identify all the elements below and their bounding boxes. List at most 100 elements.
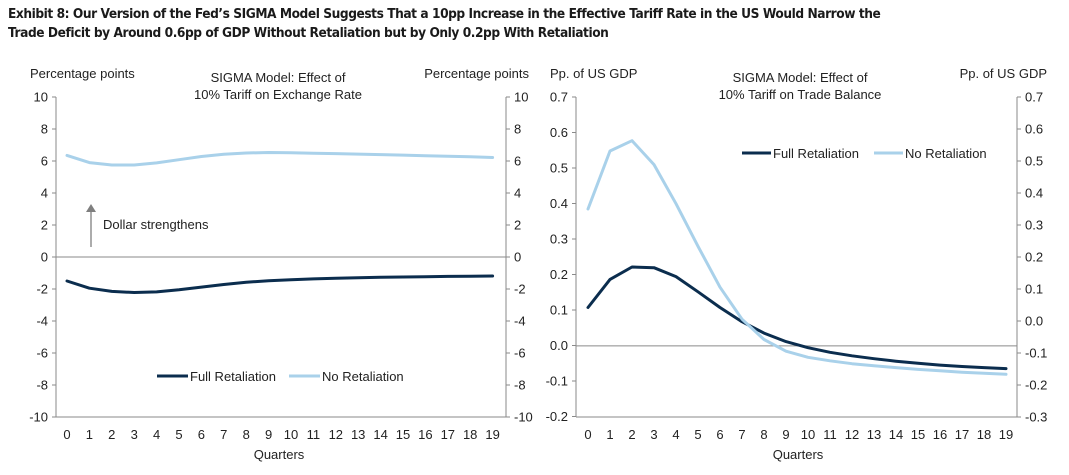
chart1-x-tick-label: 3 bbox=[131, 427, 138, 442]
chart1-right-tick-label: 10 bbox=[514, 90, 528, 105]
chart2-right-tick-label: 0.7 bbox=[1025, 90, 1043, 105]
chart2-axes bbox=[572, 96, 1021, 418]
chart2-x-tick-label: 1 bbox=[606, 427, 613, 442]
chart1-ylabel-left: Percentage points bbox=[30, 66, 135, 81]
chart2-left-tick-label: 0.0 bbox=[550, 338, 568, 353]
chart1-x-tick-label: 2 bbox=[108, 427, 115, 442]
chart1-left-tick-label: 0 bbox=[41, 250, 48, 265]
chart2-ylabel-right: Pp. of US GDP bbox=[960, 66, 1047, 81]
chart1-ylabel-right: Percentage points bbox=[424, 66, 529, 81]
chart1-x-tick-label: 11 bbox=[307, 427, 321, 442]
chart2-series-no-retaliation bbox=[586, 139, 1008, 376]
exhibit-title-line2: Trade Deficit by Around 0.6pp of GDP Wit… bbox=[8, 25, 609, 41]
chart1-left-tick-label: -10 bbox=[29, 410, 48, 425]
chart2-x-tick-label: 4 bbox=[672, 427, 679, 442]
chart2-right-tick-label: 0.1 bbox=[1025, 282, 1043, 297]
chart2-left-tick-label: 0.1 bbox=[550, 303, 568, 318]
chart1-x-tick-label: 7 bbox=[220, 427, 227, 442]
dollar-strengthens-annotation: Dollar strengthens bbox=[86, 204, 209, 247]
chart2-series-full-retaliation bbox=[586, 265, 1008, 371]
chart1-legend: Full Retaliation No Retaliation bbox=[157, 369, 404, 384]
chart1-x-tick-label: 17 bbox=[441, 427, 455, 442]
chart1-left-tick-label: 10 bbox=[34, 90, 48, 105]
chart2-title-line1: SIGMA Model: Effect of bbox=[733, 70, 868, 85]
chart1-axes bbox=[52, 96, 510, 418]
chart2-ylabel-left: Pp. of US GDP bbox=[550, 66, 637, 81]
chart1-legend-no-label: No Retaliation bbox=[322, 369, 404, 384]
chart1-x-tick-label: 18 bbox=[463, 427, 477, 442]
chart2-left-tick-label: 0.3 bbox=[550, 232, 568, 247]
chart1-x-tick-label: 12 bbox=[329, 427, 343, 442]
chart2-left-tick-label: 0.7 bbox=[550, 90, 568, 105]
chart2-right-tick-label: -0.2 bbox=[1025, 378, 1047, 393]
chart1-right-tick-label: -10 bbox=[514, 410, 533, 425]
chart2-right-tick-label: 0.2 bbox=[1025, 250, 1043, 265]
exchange-rate-chart: Percentage points Percentage points SIGM… bbox=[29, 66, 533, 462]
chart2-x-tick-label: 9 bbox=[782, 427, 789, 442]
chart1-right-tick-label: 4 bbox=[514, 186, 521, 201]
chart1-x-tick-label: 10 bbox=[284, 427, 298, 442]
chart1-right-tick-label: 8 bbox=[514, 122, 521, 137]
chart2-left-tick-label: 0.5 bbox=[550, 161, 568, 176]
chart2-x-tick-label: 0 bbox=[584, 427, 591, 442]
chart2-x-tick-label: 14 bbox=[889, 427, 903, 442]
chart2-right-tick-label: 0.4 bbox=[1025, 186, 1043, 201]
chart2-x-tick-label: 19 bbox=[999, 427, 1013, 442]
chart2-left-tick-label: -0.1 bbox=[546, 374, 568, 389]
chart1-right-tick-label: 0 bbox=[514, 250, 521, 265]
chart2-x-tick-label: 15 bbox=[911, 427, 925, 442]
chart2-tick-labels: 0.7 0.6 0.5 0.4 0.3 0.2 0.1 0.0 -0.1 -0.2 0.7 0.6 0.… bbox=[546, 90, 1048, 443]
chart1-right-tick-label: 6 bbox=[514, 154, 521, 169]
chart2-left-tick-label: -0.2 bbox=[546, 409, 568, 424]
chart1-legend-full-label: Full Retaliation bbox=[190, 369, 276, 384]
chart2-x-tick-label: 18 bbox=[977, 427, 991, 442]
chart2-series bbox=[586, 139, 1008, 376]
chart2-x-tick-label: 3 bbox=[650, 427, 657, 442]
chart1-left-tick-label: -2 bbox=[36, 282, 48, 297]
chart2-x-tick-label: 13 bbox=[867, 427, 881, 442]
chart2-x-tick-label: 6 bbox=[716, 427, 723, 442]
chart1-x-tick-label: 14 bbox=[373, 427, 387, 442]
chart2-x-tick-label: 16 bbox=[933, 427, 947, 442]
chart2-left-tick-label: 0.2 bbox=[550, 267, 568, 282]
annotation-text: Dollar strengthens bbox=[103, 217, 209, 232]
chart2-xlabel: Quarters bbox=[773, 447, 824, 462]
chart1-left-tick-label: -6 bbox=[36, 346, 48, 361]
chart1-left-tick-label: 4 bbox=[41, 186, 48, 201]
chart2-x-tick-label: 5 bbox=[694, 427, 701, 442]
chart2-x-tick-label: 17 bbox=[955, 427, 969, 442]
chart1-x-tick-label: 5 bbox=[175, 427, 182, 442]
trade-balance-chart: Pp. of US GDP Pp. of US GDP SIGMA Model:… bbox=[546, 66, 1048, 462]
chart2-right-tick-label: 0.0 bbox=[1025, 314, 1043, 329]
chart1-right-tick-label: -6 bbox=[514, 346, 526, 361]
chart2-x-tick-label: 7 bbox=[738, 427, 745, 442]
chart1-title-line2: 10% Tariff on Exchange Rate bbox=[194, 87, 362, 102]
chart2-legend-full-label: Full Retaliation bbox=[773, 146, 859, 161]
chart1-right-tick-label: -8 bbox=[514, 378, 526, 393]
chart2-x-tick-label: 11 bbox=[823, 427, 837, 442]
chart2-title-line2: 10% Tariff on Trade Balance bbox=[719, 87, 882, 102]
chart1-x-tick-label: 4 bbox=[153, 427, 160, 442]
chart1-x-tick-label: 16 bbox=[418, 427, 432, 442]
chart1-left-tick-label: 6 bbox=[41, 154, 48, 169]
chart1-left-tick-label: -4 bbox=[36, 314, 48, 329]
chart2-left-tick-label: 0.6 bbox=[550, 125, 568, 140]
chart1-title-line1: SIGMA Model: Effect of bbox=[211, 70, 346, 85]
chart1-left-tick-label: 2 bbox=[41, 218, 48, 233]
chart2-x-tick-label: 2 bbox=[628, 427, 635, 442]
chart2-right-tick-label: 0.6 bbox=[1025, 122, 1043, 137]
chart2-x-tick-label: 12 bbox=[845, 427, 859, 442]
chart2-x-tick-label: 10 bbox=[801, 427, 815, 442]
chart2-legend: Full Retaliation No Retaliation bbox=[742, 146, 987, 161]
exhibit-title-line1: Exhibit 8: Our Version of the Fed’s SIGM… bbox=[8, 6, 881, 22]
chart1-series-no-retaliation bbox=[65, 151, 495, 167]
chart1-left-tick-label: -8 bbox=[36, 378, 48, 393]
chart2-left-tick-label: 0.4 bbox=[550, 196, 568, 211]
chart1-series bbox=[65, 151, 495, 294]
chart2-right-tick-label: -0.1 bbox=[1025, 346, 1047, 361]
chart2-right-tick-label: 0.3 bbox=[1025, 218, 1043, 233]
chart2-right-tick-label: 0.5 bbox=[1025, 154, 1043, 169]
chart2-right-tick-label: -0.3 bbox=[1025, 410, 1047, 425]
